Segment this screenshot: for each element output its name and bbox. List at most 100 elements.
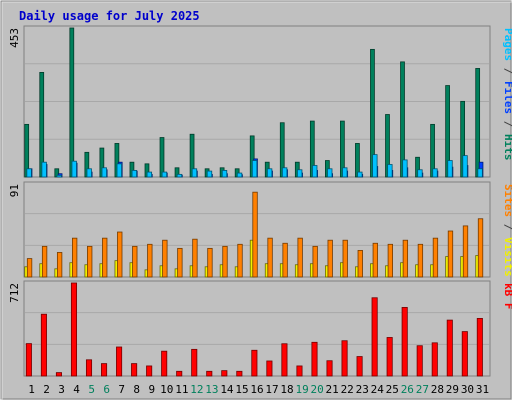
bar-bottom-kb-f-day-2 xyxy=(40,313,47,377)
bar-bottom-kb-f-day-6 xyxy=(101,363,108,377)
bar-top-pages-day-19 xyxy=(297,169,303,178)
bar-middle-sites-day-18 xyxy=(282,242,288,278)
x-tick-label-day-31: 31 xyxy=(476,383,489,396)
x-tick-label-day-19: 19 xyxy=(295,383,308,396)
x-tick-label-day-27: 27 xyxy=(416,383,429,396)
bar-middle-sites-day-23 xyxy=(357,250,363,278)
bar-middle-sites-day-24 xyxy=(372,242,378,278)
x-axis-labels: 1 2 3 4 5 6 7 8 9 10 11 12 13 14 15 16 17 18 19 20 21 22 23 24 2… xyxy=(28,383,489,396)
bar-bottom-kb-f-day-27 xyxy=(416,345,423,377)
x-tick-label-day-17: 17 xyxy=(265,383,278,396)
x-tick-label-day-9: 9 xyxy=(148,383,155,396)
chart-panels: 453 Pages / Files / Hits 91 Sites / Visits 7… xyxy=(8,25,512,377)
bar-middle-sites-day-29 xyxy=(447,230,454,278)
panel-bottom: 712 kB F xyxy=(8,280,512,377)
x-tick-label-day-20: 20 xyxy=(311,383,324,396)
bar-bottom-kb-f-day-4 xyxy=(70,282,78,377)
x-tick-label-day-14: 14 xyxy=(220,383,234,396)
bar-bottom-kb-f-day-11 xyxy=(176,370,183,377)
bar-bottom-kb-f-day-9 xyxy=(146,365,153,377)
x-tick-label-day-1: 1 xyxy=(28,383,35,396)
bar-middle-sites-day-22 xyxy=(342,239,348,278)
bar-middle-sites-day-19 xyxy=(297,237,303,278)
bar-middle-sites-day-15 xyxy=(237,243,243,278)
panel-bottom-max-label: 712 xyxy=(8,283,21,303)
bar-top-pages-day-8 xyxy=(131,170,137,178)
bar-middle-sites-day-16 xyxy=(252,191,258,278)
x-tick-label-day-2: 2 xyxy=(43,383,50,396)
bar-middle-sites-day-21 xyxy=(327,239,333,278)
panel-bottom-legend: kB F xyxy=(502,283,512,310)
bar-bottom-kb-f-day-31 xyxy=(476,317,483,377)
x-tick-label-day-18: 18 xyxy=(280,383,293,396)
bar-top-pages-day-11 xyxy=(176,173,183,178)
panel-middle: 91 Sites / Visits xyxy=(8,181,512,278)
x-tick-label-day-29: 29 xyxy=(446,383,459,396)
bar-bottom-kb-f-day-25 xyxy=(386,337,393,377)
bar-bottom-kb-f-day-15 xyxy=(236,370,243,377)
x-tick-label-day-8: 8 xyxy=(133,383,140,396)
panel-top-legend: Pages / Files / Hits xyxy=(502,28,512,161)
bar-bottom-kb-f-day-17 xyxy=(266,360,273,377)
x-tick-label-day-5: 5 xyxy=(88,383,95,396)
bar-top-hits-day-4 xyxy=(69,27,75,178)
legend-top-entry-4: Hits xyxy=(502,134,512,161)
bar-middle-sites-day-4 xyxy=(72,237,78,278)
bar-top-pages-day-23 xyxy=(357,171,363,178)
x-tick-label-day-22: 22 xyxy=(341,383,354,396)
bar-middle-sites-day-17 xyxy=(267,237,273,278)
bar-top-pages-day-2 xyxy=(41,161,47,178)
bar-middle-sites-day-14 xyxy=(222,245,228,278)
bar-middle-sites-day-10 xyxy=(162,239,168,278)
bar-top-pages-day-10 xyxy=(161,171,168,178)
bar-top-pages-day-7 xyxy=(116,163,122,178)
x-tick-label-day-13: 13 xyxy=(205,383,218,396)
bar-middle-sites-day-7 xyxy=(117,231,123,278)
bar-bottom-kb-f-day-10 xyxy=(161,350,168,377)
bar-bottom-kb-f-day-13 xyxy=(206,370,213,377)
bar-bottom-kb-f-day-1 xyxy=(25,343,32,377)
bar-top-pages-day-20 xyxy=(312,165,318,178)
bar-bottom-kb-f-day-22 xyxy=(341,340,348,377)
bar-top-pages-day-16 xyxy=(251,160,258,178)
bar-top-pages-day-12 xyxy=(191,168,198,178)
bar-bottom-kb-f-day-18 xyxy=(281,343,288,377)
bar-bottom-kb-f-day-21 xyxy=(326,360,333,377)
bar-bottom-kb-f-day-28 xyxy=(431,342,438,377)
x-tick-label-day-28: 28 xyxy=(431,383,444,396)
bar-bottom-kb-f-day-14 xyxy=(221,370,228,377)
bar-top-hits-day-31 xyxy=(475,68,481,178)
panel-middle-max-label: 91 xyxy=(8,184,21,197)
x-tick-label-day-16: 16 xyxy=(250,383,263,396)
bar-bottom-kb-f-day-29 xyxy=(446,319,453,377)
bar-top-pages-day-25 xyxy=(387,164,393,178)
legend-top-entry-0: Pages xyxy=(502,28,512,61)
x-tick-label-day-10: 10 xyxy=(160,383,173,396)
bar-middle-sites-day-27 xyxy=(417,243,424,278)
bar-top-pages-day-15 xyxy=(236,172,243,178)
bar-top-pages-day-13 xyxy=(206,170,213,178)
bar-top-pages-day-18 xyxy=(281,167,288,178)
bar-middle-sites-day-12 xyxy=(192,238,198,278)
bar-bottom-kb-f-day-16 xyxy=(251,349,258,377)
legend-bottom-entry-0: kB F xyxy=(502,283,512,310)
bar-top-pages-day-4 xyxy=(71,160,77,178)
bar-bottom-kb-f-day-3 xyxy=(55,372,62,377)
bar-middle-sites-day-1 xyxy=(26,258,33,278)
x-tick-label-day-15: 15 xyxy=(235,383,248,396)
bar-middle-sites-day-2 xyxy=(41,245,48,278)
bar-middle-sites-day-6 xyxy=(102,237,108,278)
bar-middle-sites-day-26 xyxy=(402,239,409,278)
panel-top: 453 Pages / Files / Hits xyxy=(8,25,512,178)
bar-top-pages-day-17 xyxy=(266,168,273,178)
bar-middle-sites-day-20 xyxy=(312,245,318,278)
x-tick-label-day-6: 6 xyxy=(103,383,110,396)
bar-middle-sites-day-28 xyxy=(432,237,439,278)
bar-middle-sites-day-31 xyxy=(477,218,484,278)
bar-middle-sites-day-3 xyxy=(56,252,63,278)
x-tick-label-day-7: 7 xyxy=(118,383,125,396)
x-tick-label-day-4: 4 xyxy=(73,383,80,396)
x-tick-label-day-11: 11 xyxy=(175,383,188,396)
legend-top-entry-1: / xyxy=(502,61,512,81)
